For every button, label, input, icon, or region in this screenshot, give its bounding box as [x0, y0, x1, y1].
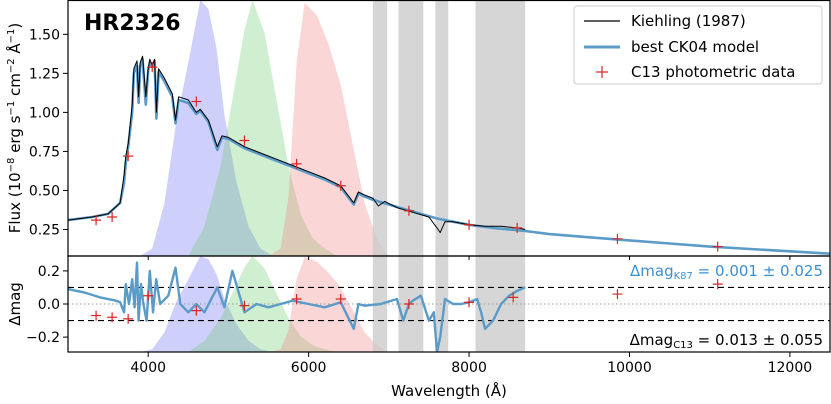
filter-curve-red	[268, 3, 389, 256]
c13-point-8	[403, 205, 414, 216]
grey-band-3	[475, 0, 526, 352]
c13-point-5	[239, 135, 250, 146]
top-series	[68, 55, 830, 255]
c13-point-11	[612, 233, 623, 244]
series-kiehling	[68, 55, 526, 234]
c13-point-10	[512, 222, 523, 233]
c13-point-0	[91, 215, 102, 226]
legend-label-c13: C13 photometric data	[631, 63, 795, 81]
c13-point-6	[291, 158, 302, 169]
c13-point-12	[712, 241, 723, 252]
chart-title: HR2326	[84, 11, 181, 36]
c13-residual-point-4	[191, 305, 202, 316]
legend-box	[573, 5, 823, 85]
c13-residual-point-10	[508, 292, 519, 303]
grey-band-1	[398, 0, 424, 352]
filter-curve-bottom-blue	[140, 256, 273, 352]
legend-swatch-c13	[596, 66, 608, 78]
xtick-label-3: 10000	[607, 360, 652, 376]
c13-point-1	[107, 211, 118, 222]
ytick-label-top-3: 1.00	[29, 105, 60, 121]
c13-point-3	[147, 62, 158, 73]
c13-residual-point-9	[464, 297, 475, 308]
filter-curve-bottom-red	[268, 257, 389, 352]
bottom-series	[68, 261, 723, 352]
series-k87-residual	[68, 261, 526, 352]
c13-point-4	[191, 96, 202, 107]
ytick-label-top-1: 0.50	[29, 183, 60, 199]
telluric-bands	[372, 0, 526, 352]
grey-band-0	[372, 0, 388, 352]
y-axis-label-bottom: Δmag	[6, 282, 24, 326]
c13-residual-point-5	[239, 300, 250, 311]
ytick-label-bottom-2: 0.2	[38, 264, 60, 280]
filter-curve-blue	[140, 0, 273, 256]
filter-curve-green	[188, 0, 337, 256]
legend-label-ck04: best CK04 model	[631, 38, 759, 56]
grey-band-2	[435, 0, 449, 352]
xtick-label-1: 6000	[291, 360, 327, 376]
filter-curve-bottom-green	[188, 256, 337, 352]
annotation-c13: ΔmagC13 = 0.013 ± 0.055	[630, 331, 823, 351]
xtick-label-4: 12000	[768, 360, 813, 376]
c13-point-9	[464, 219, 475, 230]
c13-point-7	[335, 180, 346, 191]
axis-ticks: 0.25 0.50 0.75 1.00 1.25 1.50 −0.2 0.0 0.2 4000 60…	[26, 27, 812, 376]
bottom-filter-curves	[140, 256, 389, 352]
c13-residual-point-11	[612, 289, 623, 300]
ytick-label-top-2: 0.75	[29, 144, 60, 160]
c13-residual-point-1	[107, 312, 118, 323]
top-filter-curves	[140, 0, 389, 256]
xtick-label-0: 4000	[130, 360, 166, 376]
c13-residual-point-12	[712, 279, 723, 290]
c13-residual-point-6	[291, 294, 302, 305]
c13-residual-point-7	[335, 294, 346, 305]
ytick-label-top-4: 1.25	[29, 66, 60, 82]
c13-residual-point-0	[91, 310, 102, 321]
y-axis-label-top: Flux (10−8 erg s−1 cm−2 Å−1)	[5, 23, 24, 233]
annotation-k87: ΔmagK87 = 0.001 ± 0.025	[630, 262, 823, 282]
legend: Kiehling (1987) best CK04 model C13 phot…	[573, 5, 823, 85]
c13-residual-point-2	[123, 313, 134, 324]
ytick-label-top-0: 0.25	[29, 222, 60, 238]
c13-residual-point-3	[143, 290, 154, 301]
x-axis-label: Wavelength (Å)	[391, 381, 507, 400]
c13-point-2	[123, 151, 134, 162]
legend-label-kiehling: Kiehling (1987)	[631, 12, 746, 30]
xtick-label-2: 8000	[451, 360, 487, 376]
reference-lines	[68, 286, 830, 322]
ytick-label-top-5: 1.50	[29, 27, 60, 43]
c13-residual-point-8	[403, 299, 414, 309]
ytick-label-bottom-0: −0.2	[26, 330, 60, 346]
ytick-label-bottom-1: 0.0	[38, 297, 60, 313]
